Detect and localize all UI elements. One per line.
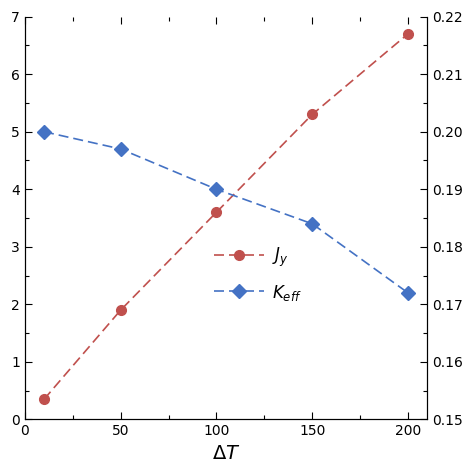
- Line: $K_{eff}$: $K_{eff}$: [39, 127, 413, 298]
- $K_{eff}$: [118, 146, 124, 152]
- $J_y$: [214, 210, 219, 215]
- $J_y$: [41, 396, 47, 402]
- $J_y$: [405, 31, 411, 36]
- $K_{eff}$: [310, 221, 315, 227]
- $J_y$: [118, 307, 124, 313]
- Line: $J_y$: $J_y$: [39, 29, 413, 404]
- $K_{eff}$: [405, 290, 411, 296]
- $J_y$: [310, 111, 315, 117]
- $K_{eff}$: [214, 186, 219, 192]
- X-axis label: $\Delta T$: $\Delta T$: [212, 444, 240, 463]
- Legend: $J_y$, $K_{eff}$: $J_y$, $K_{eff}$: [208, 239, 309, 310]
- $K_{eff}$: [41, 129, 47, 135]
